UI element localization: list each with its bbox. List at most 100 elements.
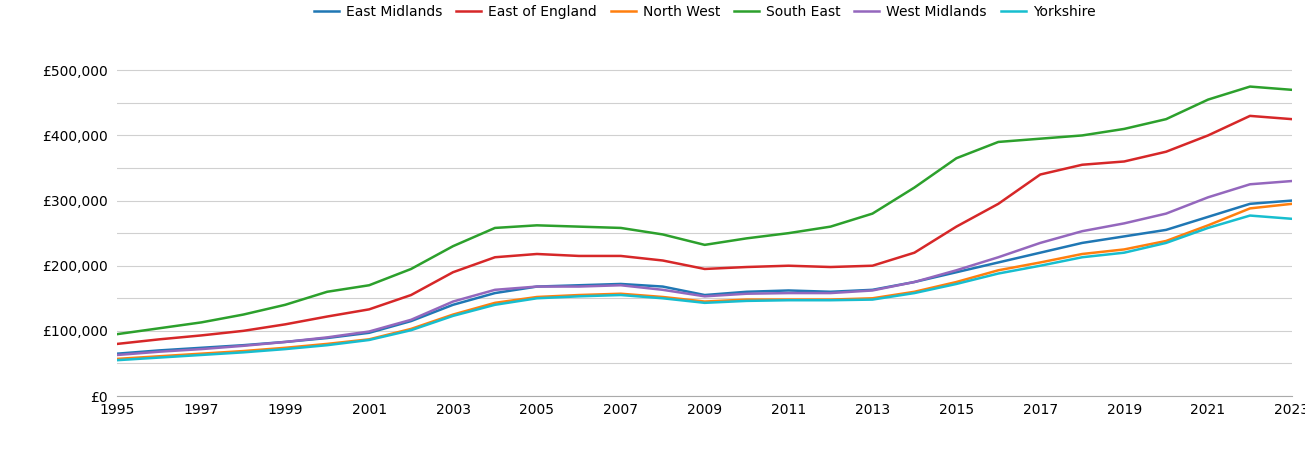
South East — [572, 224, 587, 230]
West Midlands — [1032, 240, 1048, 246]
Yorkshire — [739, 298, 754, 304]
East of England — [235, 328, 251, 333]
South East — [990, 139, 1006, 144]
East Midlands — [1074, 240, 1090, 246]
East of England — [739, 264, 754, 270]
West Midlands — [949, 268, 964, 273]
South East — [529, 223, 544, 228]
East Midlands — [278, 339, 294, 345]
North West — [110, 356, 125, 361]
South East — [739, 236, 754, 241]
East of England — [445, 270, 461, 275]
North West — [1242, 206, 1258, 211]
East Midlands — [403, 319, 419, 324]
North West — [655, 294, 671, 300]
West Midlands — [278, 339, 294, 345]
East Midlands — [320, 335, 335, 341]
West Midlands — [403, 317, 419, 323]
East of England — [1284, 117, 1300, 122]
Yorkshire — [1159, 240, 1174, 246]
East of England — [361, 306, 377, 312]
Yorkshire — [655, 296, 671, 301]
West Midlands — [1201, 194, 1216, 200]
West Midlands — [235, 343, 251, 349]
West Midlands — [445, 299, 461, 304]
East of England — [529, 251, 544, 256]
Yorkshire — [907, 290, 923, 296]
West Midlands — [193, 346, 209, 352]
Line: Yorkshire: Yorkshire — [117, 216, 1292, 360]
Yorkshire — [949, 281, 964, 287]
East of England — [613, 253, 629, 259]
South East — [278, 302, 294, 307]
Yorkshire — [822, 297, 838, 303]
South East — [1284, 87, 1300, 93]
Yorkshire — [529, 296, 544, 301]
East Midlands — [1284, 198, 1300, 203]
East Midlands — [1032, 250, 1048, 256]
East of England — [655, 258, 671, 263]
North West — [278, 345, 294, 351]
East Midlands — [865, 287, 881, 292]
West Midlands — [822, 290, 838, 296]
East Midlands — [235, 342, 251, 348]
West Midlands — [697, 294, 713, 299]
Yorkshire — [1242, 213, 1258, 218]
West Midlands — [1159, 211, 1174, 216]
East of England — [865, 263, 881, 268]
West Midlands — [655, 287, 671, 292]
Yorkshire — [445, 313, 461, 319]
North West — [697, 299, 713, 304]
East of England — [320, 314, 335, 319]
South East — [403, 266, 419, 272]
West Midlands — [320, 335, 335, 340]
East of England — [403, 292, 419, 298]
South East — [1074, 133, 1090, 138]
Line: East Midlands: East Midlands — [117, 201, 1292, 354]
Yorkshire — [361, 338, 377, 343]
South East — [655, 232, 671, 237]
Yorkshire — [990, 271, 1006, 276]
Yorkshire — [1116, 250, 1131, 256]
Yorkshire — [235, 350, 251, 355]
East of England — [780, 263, 796, 268]
Legend: East Midlands, East of England, North West, South East, West Midlands, Yorkshire: East Midlands, East of England, North We… — [308, 0, 1101, 24]
East of England — [1201, 133, 1216, 138]
East Midlands — [361, 330, 377, 336]
South East — [320, 289, 335, 294]
North West — [151, 354, 167, 359]
North West — [865, 296, 881, 301]
South East — [151, 325, 167, 331]
East Midlands — [822, 289, 838, 294]
Yorkshire — [1201, 225, 1216, 231]
East Midlands — [990, 260, 1006, 265]
West Midlands — [1284, 178, 1300, 184]
North West — [487, 300, 502, 306]
Yorkshire — [1074, 255, 1090, 260]
North West — [361, 337, 377, 342]
Yorkshire — [1284, 216, 1300, 221]
East Midlands — [529, 284, 544, 289]
East Midlands — [697, 292, 713, 298]
South East — [697, 242, 713, 248]
West Midlands — [361, 329, 377, 334]
Line: North West: North West — [117, 204, 1292, 359]
South East — [1242, 84, 1258, 89]
Yorkshire — [403, 328, 419, 333]
East of England — [949, 224, 964, 230]
Yorkshire — [110, 357, 125, 363]
East Midlands — [1242, 201, 1258, 207]
South East — [780, 230, 796, 236]
North West — [1032, 260, 1048, 265]
West Midlands — [151, 349, 167, 355]
South East — [1032, 136, 1048, 141]
Yorkshire — [780, 297, 796, 303]
East Midlands — [151, 348, 167, 353]
East of England — [697, 266, 713, 272]
East Midlands — [110, 351, 125, 356]
East of England — [110, 341, 125, 346]
West Midlands — [780, 290, 796, 296]
North West — [1116, 247, 1131, 252]
East of England — [1242, 113, 1258, 119]
East Midlands — [613, 281, 629, 287]
